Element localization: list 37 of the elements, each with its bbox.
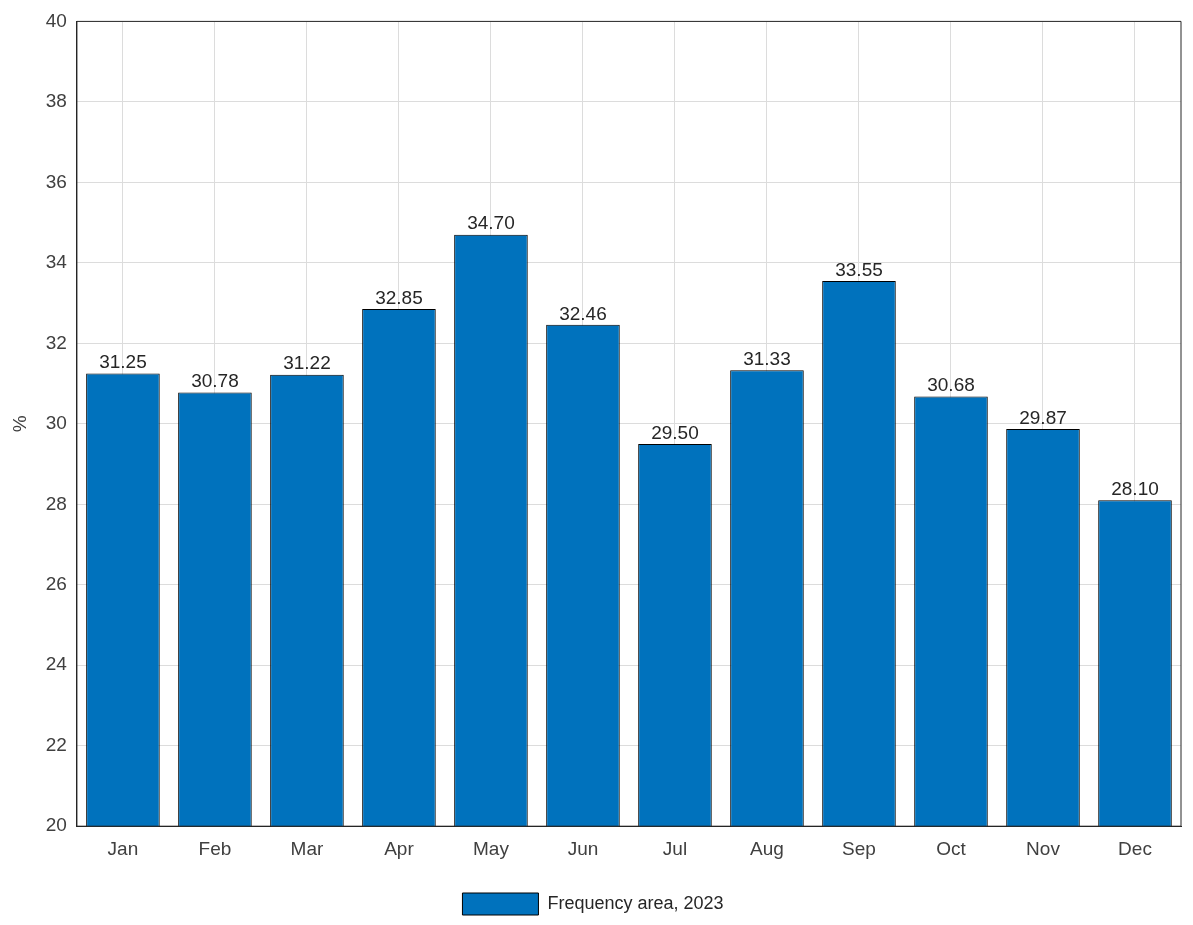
x-tick-label: Jul xyxy=(662,837,688,859)
x-tick-label: Jan xyxy=(107,837,139,859)
x-tick-label: Dec xyxy=(1118,837,1152,859)
y-tick-label: 20 xyxy=(45,814,67,836)
y-tick-label: 34 xyxy=(45,251,68,273)
y-tick-label: 26 xyxy=(45,572,67,594)
y-tick-label: 24 xyxy=(45,653,68,675)
text: 31.25 xyxy=(99,351,147,373)
y-tick-label: 36 xyxy=(45,170,67,192)
legend-label: Frequency area, 2023 xyxy=(547,892,724,913)
text: 28.10 xyxy=(1111,477,1159,499)
text: 30.78 xyxy=(191,370,239,392)
y-tick-label: 32 xyxy=(45,331,67,353)
x-tick-label: Oct xyxy=(936,837,967,859)
text: 29.87 xyxy=(1019,406,1067,428)
x-tick-label: Sep xyxy=(842,837,876,859)
text: 33.55 xyxy=(835,258,883,280)
x-tick-label: Feb xyxy=(198,837,232,859)
text: 29.50 xyxy=(651,421,699,443)
text: 30.68 xyxy=(927,374,975,396)
y-tick-label: 30 xyxy=(45,412,67,434)
text: 31.22 xyxy=(283,352,331,374)
y-axis-title: % xyxy=(8,415,30,433)
y-tick-label: 22 xyxy=(45,733,67,755)
y-tick-label: 40 xyxy=(45,9,67,31)
x-tick-label: Nov xyxy=(1026,837,1061,859)
text: 31.33 xyxy=(743,348,791,370)
x-tick-label: Jun xyxy=(567,837,599,859)
y-tick-label: 38 xyxy=(45,90,67,112)
text: 32.85 xyxy=(375,286,423,308)
x-tick-label: May xyxy=(473,837,510,859)
text: 32.46 xyxy=(559,302,607,324)
x-tick-label: Aug xyxy=(750,837,784,859)
x-tick-label: Mar xyxy=(290,837,324,859)
text: 34.70 xyxy=(467,212,515,234)
y-tick-label: 28 xyxy=(45,492,67,514)
x-tick-label: Apr xyxy=(384,837,415,859)
